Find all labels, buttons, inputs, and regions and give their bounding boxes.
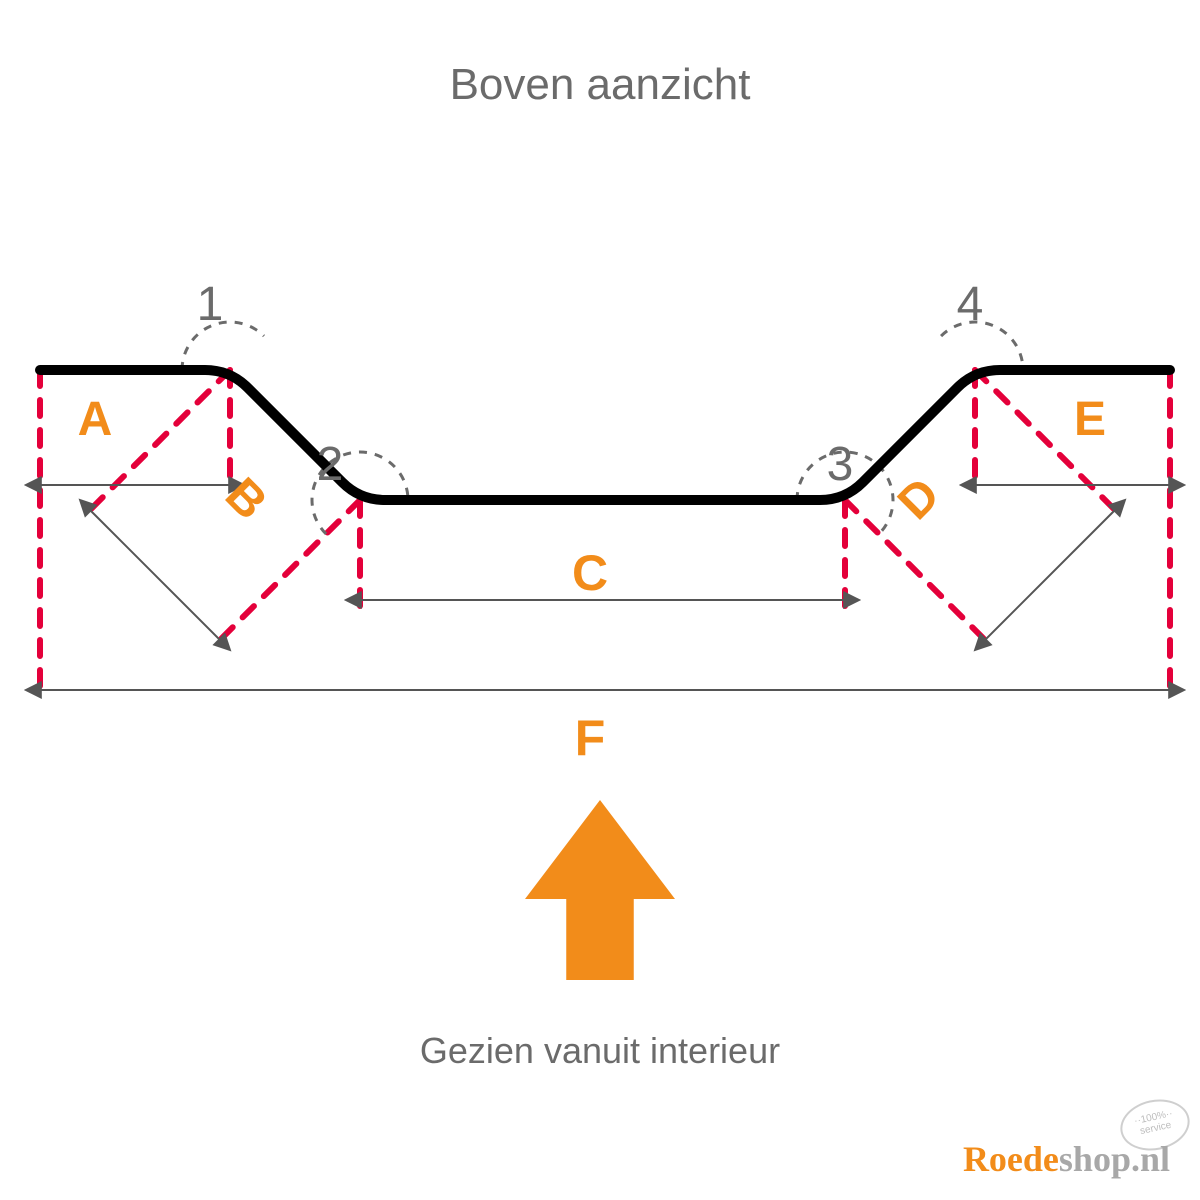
diagram-svg: A B C D E F 1 2 3 4 (0, 0, 1200, 1200)
subtitle: Gezien vanuit interieur (0, 1030, 1200, 1072)
svg-text:2: 2 (317, 438, 344, 491)
logo-accent: Roede (963, 1139, 1059, 1179)
diagram-canvas: Boven aanzicht ABCDEF1234 Gezien vanuit … (0, 0, 1200, 1200)
svg-text:C: C (572, 545, 608, 601)
svg-text:E: E (1074, 393, 1106, 446)
svg-text:A: A (78, 393, 113, 446)
svg-text:B: B (215, 468, 277, 530)
svg-text:F: F (575, 710, 606, 766)
svg-text:1: 1 (197, 278, 224, 331)
svg-text:D: D (888, 468, 950, 530)
logo: Roedeshop.nl (963, 1138, 1170, 1180)
logo-grey: shop.nl (1059, 1139, 1170, 1179)
svg-text:4: 4 (957, 278, 984, 331)
svg-text:3: 3 (827, 438, 854, 491)
